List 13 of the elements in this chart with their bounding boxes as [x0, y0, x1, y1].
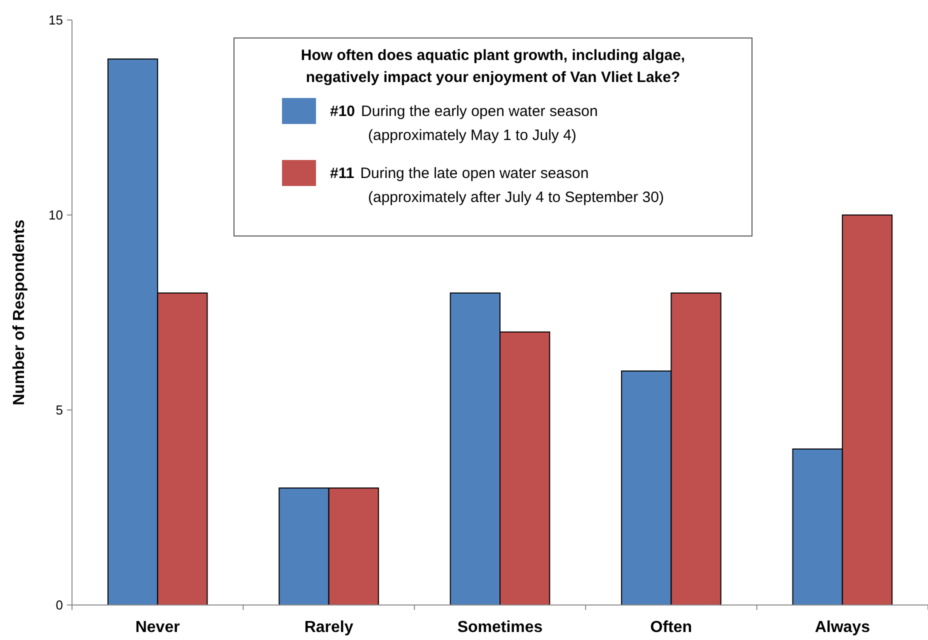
legend-label: #10 During the early open water season (approximately May 1 to July 4): [330, 103, 598, 144]
x-tick-label: Rarely: [304, 619, 354, 636]
legend-title: How often does aquatic plant growth, including algae, negatively impact your enjoyment of Van Vliet Lake?: [300, 47, 686, 86]
y-tick-label: 0: [56, 598, 63, 613]
x-tick-label: Often: [650, 619, 692, 636]
legend-label: #11 During the late open water season (approximately after July 4 to September 30): [330, 165, 664, 206]
y-tick-label: 5: [56, 402, 63, 418]
x-tick-label: Always: [814, 619, 870, 636]
y-axis-title: Number of Respondents: [11, 220, 28, 406]
y-tick-label: 15: [48, 12, 63, 28]
x-tick-label: Never: [135, 619, 180, 636]
y-tick-label: 10: [48, 208, 63, 223]
x-tick-label: Sometimes: [457, 619, 543, 636]
